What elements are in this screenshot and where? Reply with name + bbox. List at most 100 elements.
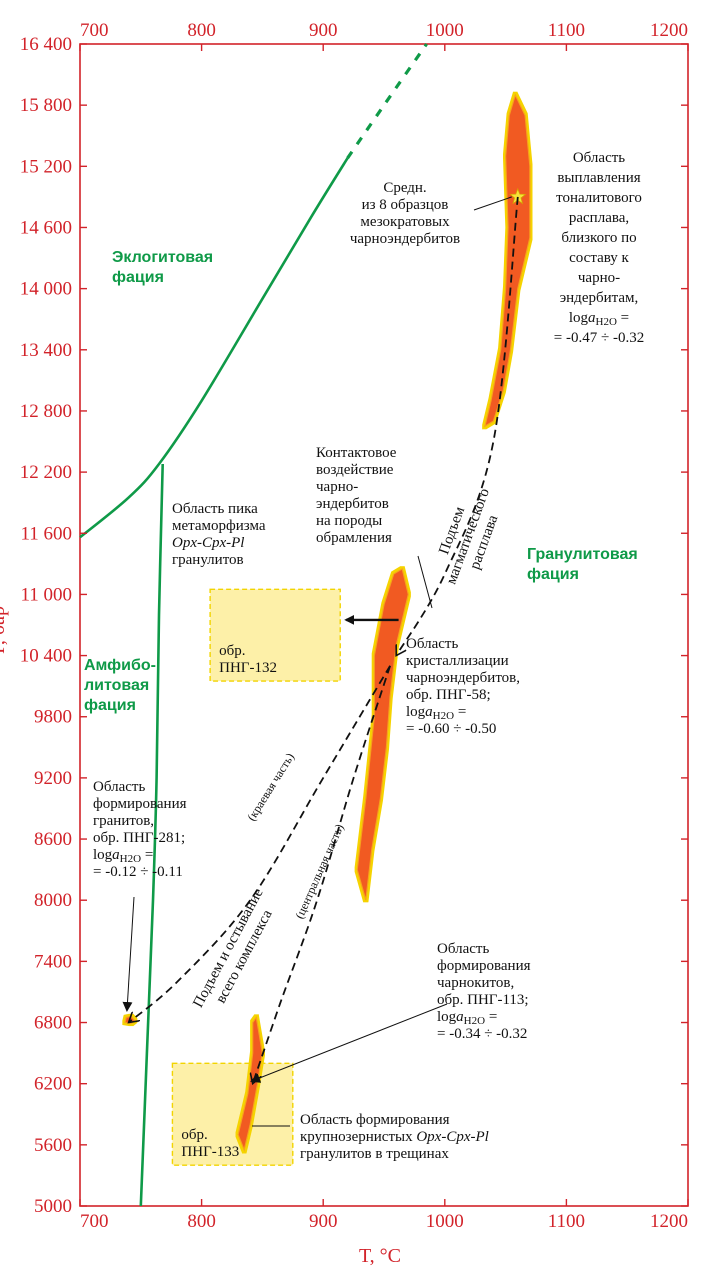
facies-label: Амфибо- — [84, 657, 156, 674]
annotation-tonalite: = -0.47 ÷ -0.32 — [554, 330, 644, 346]
box-label-line: ПНГ-132 — [219, 660, 277, 676]
y-tick-label: 6800 — [34, 1013, 72, 1034]
annotation-tonalite: эндербитам, — [560, 290, 639, 306]
x-tick-label-top: 1000 — [426, 20, 464, 41]
annotation-crystallization: Область — [406, 636, 458, 652]
annotation-granite: Область — [93, 779, 145, 795]
y-tick-label: 12 200 — [20, 462, 72, 483]
x-tick-label-bottom: 900 — [309, 1211, 338, 1232]
region-tonalite-melt — [483, 93, 531, 428]
y-tick-label: 14 600 — [20, 217, 72, 238]
annotation-average: мезократовых — [360, 214, 450, 230]
annotation-crystallization: кристаллизации — [406, 653, 509, 669]
y-tick-label: 5600 — [34, 1135, 72, 1156]
annotation-central-part: (центральная часть) — [292, 822, 346, 921]
box-label-line: обр. — [219, 643, 245, 659]
y-tick-label: 7400 — [34, 951, 72, 972]
leader-average — [473, 196, 512, 211]
y-tick-label: 12 800 — [20, 401, 72, 422]
y-tick-label: 10 400 — [20, 646, 72, 667]
y-tick-label: 8600 — [34, 829, 72, 850]
annotation-crystallization: обр. ПНГ-58; — [406, 687, 491, 703]
annotation-granite: = -0.12 ÷ -0.11 — [93, 864, 183, 880]
path-magmatic-ascent — [396, 196, 519, 656]
box-png-133 — [171, 1062, 294, 1166]
facies-boundaries: Эклогитовая фация Гранулитовая фация Амфибо-… — [79, 43, 638, 1207]
facies-label: Эклогитовая — [112, 249, 213, 266]
pt-paths — [122, 196, 519, 1127]
facies-label: Гранулитовая — [527, 546, 638, 563]
y-tick-label: 6200 — [34, 1074, 72, 1095]
annotation-peak: Opx-Cpx-Pl — [172, 535, 244, 551]
facies-label: фация — [84, 697, 136, 714]
y-tick-label: 9800 — [34, 707, 72, 728]
y-tick-label: 11 600 — [20, 523, 72, 544]
annotation-granite: logaH2O = — [93, 847, 153, 865]
annotation-edge-part-line: (краевая часть) — [244, 750, 297, 823]
x-tick-label-bottom: 700 — [80, 1211, 109, 1232]
y-tick-label: 16 400 — [20, 34, 72, 55]
annotation-crystallization: = -0.60 ÷ -0.50 — [406, 721, 496, 737]
annotation-charnockite: logaH2O = — [437, 1009, 497, 1027]
annotation-granite: гранитов, — [93, 813, 154, 829]
x-tick-label-bottom: 1000 — [426, 1211, 464, 1232]
annotation-granite: формирования — [93, 796, 187, 812]
y-axis-label: P, бар — [0, 606, 9, 654]
annotations: Область выплавления тоналитового расплава, б… — [93, 150, 644, 1162]
y-tick-label: 13 400 — [20, 340, 72, 361]
annotation-peak: метаморфизма — [172, 518, 266, 534]
x-tick-label-top: 1200 — [650, 20, 688, 41]
annotation-contact: чарно- — [316, 479, 358, 495]
y-tick-label: 11 000 — [20, 584, 72, 605]
annotation-tonalite: тоналитового — [556, 190, 642, 206]
leader-charnockite — [250, 1003, 448, 1083]
x-tick-label-top: 800 — [187, 20, 216, 41]
annotation-tonalite: чарно- — [578, 270, 620, 286]
y-tick-label: 5000 — [34, 1196, 72, 1217]
leader-granite — [122, 896, 135, 1012]
annotation-coarse: крупнозернистых Opx-Cpx-Pl — [300, 1129, 489, 1145]
box-label-line: обр. — [181, 1127, 207, 1143]
annotation-edge-part: (краевая часть) — [244, 750, 297, 823]
annotation-tonalite: logaH2O = — [569, 310, 629, 328]
annotation-charnockite: Область — [437, 941, 489, 957]
x-tick-label-top: 700 — [80, 20, 109, 41]
annotation-charnockite: обр. ПНГ-113; — [437, 992, 529, 1008]
x-tick-label-bottom: 1200 — [650, 1211, 688, 1232]
annotation-tonalite: выплавления — [557, 170, 640, 186]
path-central-part — [253, 665, 391, 1084]
annotation-contact: Контактовое — [316, 445, 397, 461]
annotation-central-part-line: (центральная часть) — [292, 822, 346, 921]
axis-ticks: 700 700 800 800 900 900 1000 1000 1100 1100 1200 12… — [0, 20, 689, 1267]
annotation-tonalite: составу к — [569, 250, 629, 266]
facies-line-eclogite-upper — [79, 157, 349, 539]
box-png-132 — [209, 588, 341, 682]
annotation-crystallization: logaH2O = — [406, 704, 466, 722]
annotation-coarse: гранулитов в трещинах — [300, 1146, 449, 1162]
y-tick-label: 15 800 — [20, 95, 72, 116]
annotation-contact: обрамления — [316, 530, 392, 546]
plot-frame — [79, 43, 689, 1207]
x-tick-label-top: 900 — [309, 20, 338, 41]
annotation-tonalite: расплава, — [569, 210, 629, 226]
y-tick-label: 9200 — [34, 768, 72, 789]
x-tick-label-top: 1100 — [548, 20, 585, 41]
annotation-peak: Область пика — [172, 501, 258, 517]
facies-label: фация — [112, 269, 164, 286]
facies-line-amphibolite-boundary — [139, 463, 164, 1207]
annotation-average: из 8 образцов — [362, 197, 449, 213]
annotation-contact: воздействие — [316, 462, 394, 478]
annotation-contact: эндербитов — [316, 496, 389, 512]
annotation-granite: обр. ПНГ-281; — [93, 830, 185, 846]
leader-contact — [417, 555, 433, 609]
annotation-average: чарноэндербитов — [350, 231, 460, 247]
box-label-line: ПНГ-133 — [181, 1144, 239, 1160]
annotation-crystallization: чарноэндербитов, — [406, 670, 520, 686]
annotation-charnockite: = -0.34 ÷ -0.32 — [437, 1026, 527, 1042]
y-tick-label: 8000 — [34, 890, 72, 911]
annotation-charnockite: формирования — [437, 958, 531, 974]
facies-line-eclogite-upper-dashed — [346, 43, 428, 160]
